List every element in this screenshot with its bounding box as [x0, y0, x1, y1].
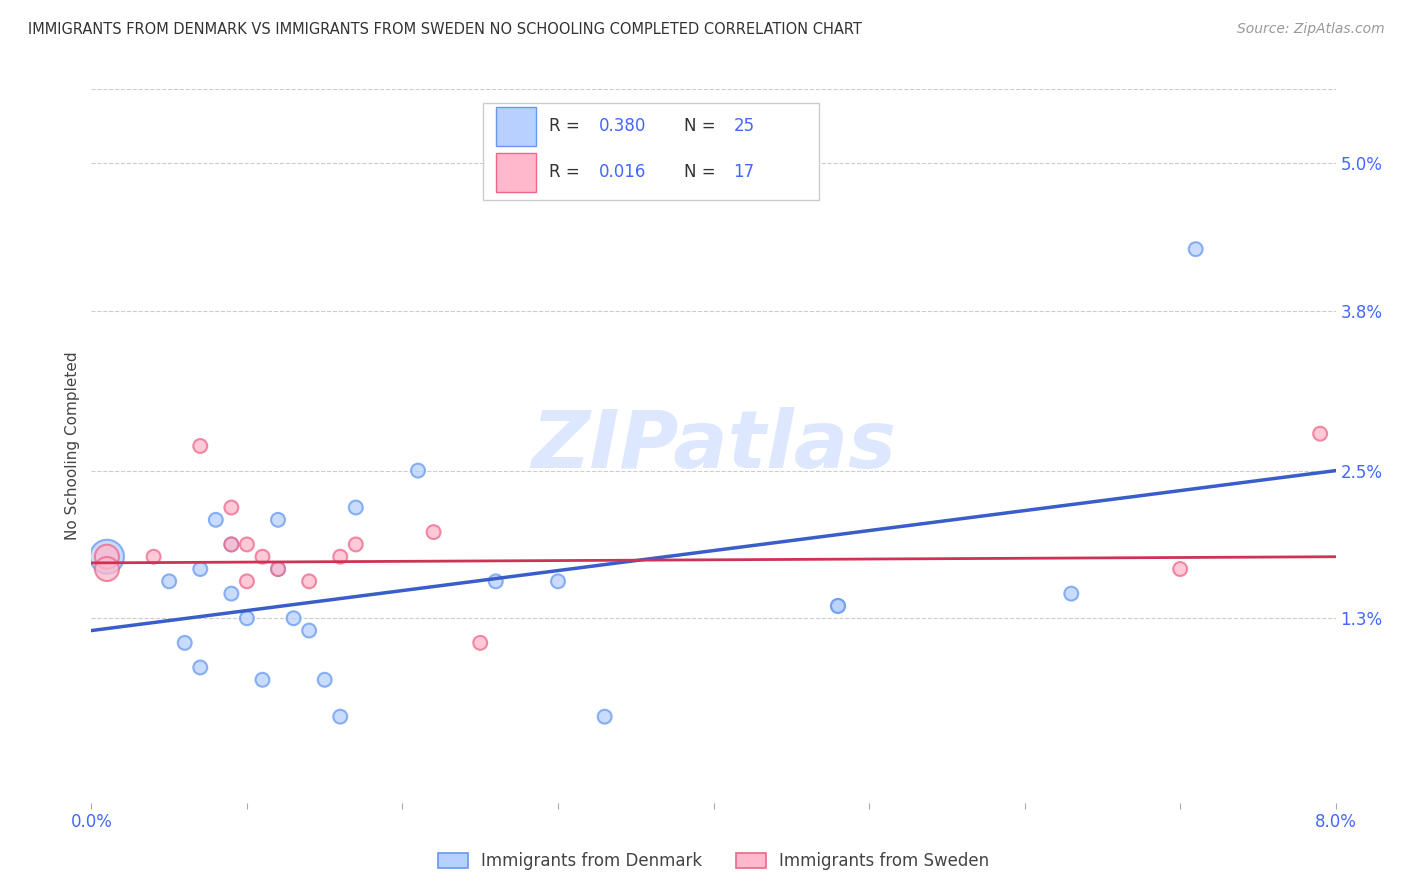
Text: R =: R = — [550, 117, 585, 136]
Point — [142, 549, 165, 564]
Point — [252, 549, 274, 564]
Point — [221, 587, 243, 601]
FancyBboxPatch shape — [484, 103, 820, 200]
Point — [205, 513, 228, 527]
Text: 25: 25 — [734, 117, 755, 136]
Point — [422, 525, 444, 540]
Point — [314, 673, 336, 687]
Point — [96, 549, 118, 564]
Text: N =: N = — [683, 117, 720, 136]
Point — [96, 562, 118, 576]
FancyBboxPatch shape — [496, 107, 536, 146]
Text: 17: 17 — [734, 163, 755, 181]
Text: IMMIGRANTS FROM DENMARK VS IMMIGRANTS FROM SWEDEN NO SCHOOLING COMPLETED CORRELA: IMMIGRANTS FROM DENMARK VS IMMIGRANTS FR… — [28, 22, 862, 37]
Text: Source: ZipAtlas.com: Source: ZipAtlas.com — [1237, 22, 1385, 37]
Text: 0.016: 0.016 — [599, 163, 647, 181]
Point — [827, 599, 849, 613]
Point — [1060, 587, 1083, 601]
Point — [188, 562, 211, 576]
Point — [547, 574, 569, 589]
Point — [236, 537, 259, 551]
Point — [344, 500, 367, 515]
Text: 0.380: 0.380 — [599, 117, 647, 136]
Y-axis label: No Schooling Completed: No Schooling Completed — [65, 351, 80, 541]
Point — [173, 636, 195, 650]
Point — [344, 537, 367, 551]
Point — [827, 599, 849, 613]
Point — [283, 611, 305, 625]
Point — [298, 574, 321, 589]
Text: R =: R = — [550, 163, 585, 181]
Point — [252, 673, 274, 687]
Text: N =: N = — [683, 163, 720, 181]
Point — [188, 439, 211, 453]
Point — [221, 537, 243, 551]
Point — [267, 562, 290, 576]
Point — [236, 611, 259, 625]
Point — [267, 562, 290, 576]
Point — [221, 537, 243, 551]
Point — [236, 574, 259, 589]
Text: ZIPatlas: ZIPatlas — [531, 407, 896, 485]
Point — [157, 574, 180, 589]
Point — [221, 500, 243, 515]
Point — [329, 709, 352, 723]
FancyBboxPatch shape — [496, 153, 536, 192]
Point — [1168, 562, 1191, 576]
Legend: Immigrants from Denmark, Immigrants from Sweden: Immigrants from Denmark, Immigrants from… — [432, 846, 995, 877]
Point — [329, 549, 352, 564]
Point — [470, 636, 492, 650]
Point — [298, 624, 321, 638]
Point — [1184, 242, 1206, 256]
Point — [406, 464, 429, 478]
Point — [593, 709, 616, 723]
Point — [188, 660, 211, 674]
Point — [267, 513, 290, 527]
Point — [1309, 426, 1331, 441]
Point — [96, 549, 118, 564]
Point — [485, 574, 508, 589]
